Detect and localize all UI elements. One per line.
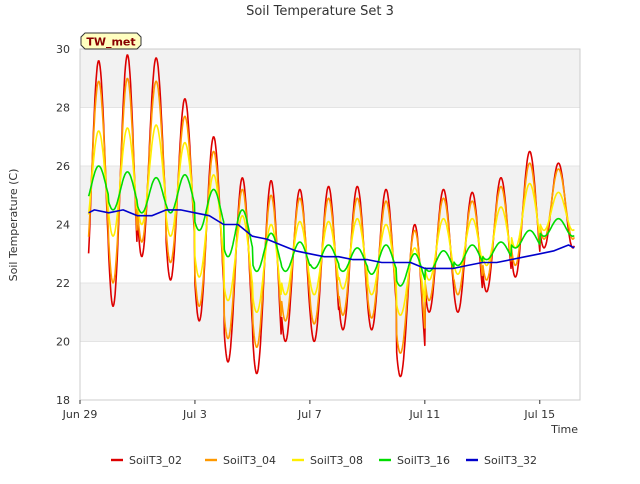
legend-label: SoilT3_32 [484, 454, 537, 467]
x-tick-label: Jul 11 [408, 408, 440, 421]
y-tick-label: 30 [56, 43, 70, 56]
y-tick-label: 18 [56, 394, 70, 407]
y-axis-ticks: 18 20 22 24 26 28 30 [56, 43, 70, 407]
y-tick-label: 20 [56, 336, 70, 349]
series-line-SoilT3_32 [88, 209, 575, 270]
y-tick-label: 26 [56, 160, 70, 173]
legend-label: SoilT3_16 [397, 454, 450, 467]
y-tick-label: 22 [56, 277, 70, 290]
y-axis-label: Soil Temperature (C) [7, 169, 20, 282]
legend-label: SoilT3_02 [129, 454, 182, 467]
annotation-text: TW_met [86, 36, 135, 49]
series-line-SoilT3_16 [87, 165, 575, 287]
y-tick-label: 28 [56, 102, 70, 115]
x-tick-label: Jul 15 [523, 408, 555, 421]
annotation-box-shape [80, 32, 142, 50]
grid-band [80, 283, 580, 342]
y-tick-label: 24 [56, 219, 70, 232]
x-tick-label: Jul 3 [182, 408, 207, 421]
series-line-SoilT3_08 [87, 124, 575, 316]
legend: SoilT3_02 SoilT3_04 SoilT3_08 SoilT3_16 Soil… [111, 454, 537, 467]
x-tick-label: Jun 29 [62, 408, 98, 421]
grid-band [80, 49, 580, 108]
plot-frame [79, 48, 581, 401]
x-axis-label: Time [550, 423, 578, 436]
chart-title: Soil Temperature Set 3 [246, 4, 394, 19]
legend-label: SoilT3_08 [310, 454, 363, 467]
x-axis-ticks: Jun 29 Jul 3 Jul 7 Jul 11 Jul 15 [62, 400, 555, 421]
annotation-box: TW_met [80, 32, 142, 50]
series-lines [87, 54, 576, 378]
x-tick-label: Jul 7 [297, 408, 322, 421]
legend-label: SoilT3_04 [223, 454, 276, 467]
